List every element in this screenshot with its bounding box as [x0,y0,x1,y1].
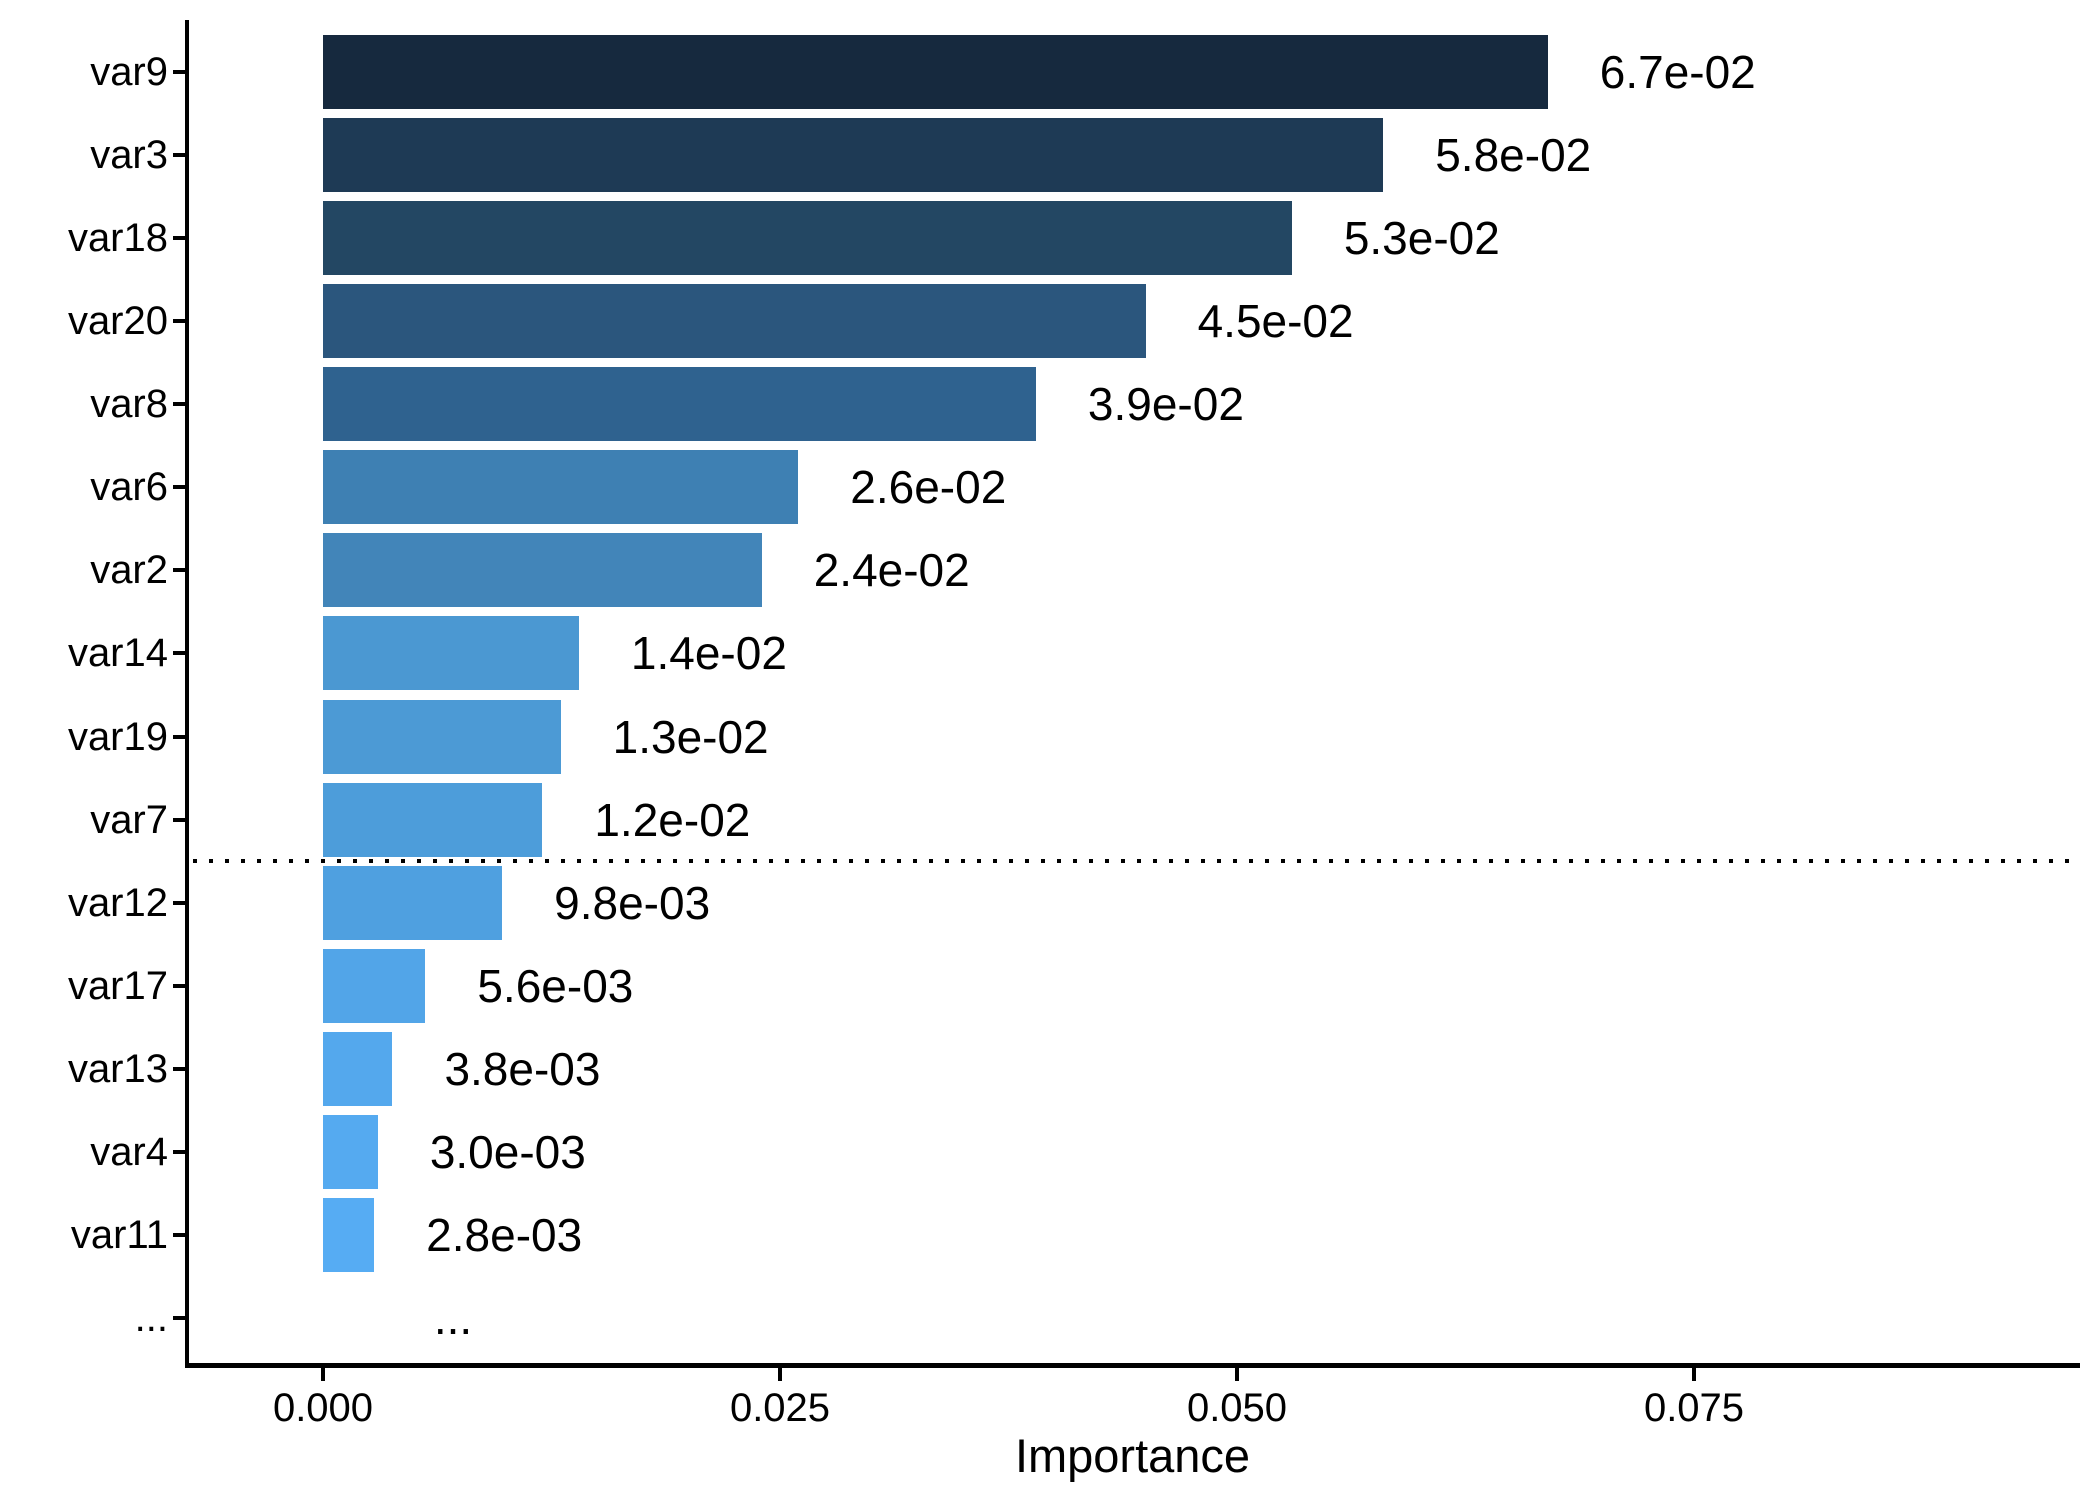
bar [323,1031,393,1106]
x-axis-title: Importance [1014,1429,1251,1482]
x-axis-tick [778,1368,782,1381]
y-axis-line [185,20,189,1368]
y-axis-label: ... [134,1296,168,1341]
y-axis-label: var17 [67,963,168,1008]
y-axis-tick [173,70,187,74]
y-axis-tick [173,236,187,241]
bar-value-label: 2.6e-02 [850,461,1007,514]
bar [323,948,426,1023]
bar [323,533,762,608]
bar-value-label: 1.4e-02 [630,627,787,680]
bar [323,201,1292,276]
y-axis-tick [173,1232,187,1237]
bar [323,699,561,774]
x-axis-tick-label: 0.075 [1643,1386,1745,1430]
y-axis-label: var3 [90,133,168,178]
y-axis-tick [173,1316,187,1321]
y-axis-tick [173,319,187,324]
x-axis-line [185,1363,2080,1368]
bar-value-label: 3.0e-03 [429,1125,586,1178]
bar [323,1197,375,1272]
y-axis-label: var14 [67,631,168,676]
y-axis-label: var7 [90,797,168,842]
cutoff-dotted-line [193,859,2077,864]
bar-value-label: 9.8e-03 [554,876,711,929]
y-axis-tick [173,1149,187,1154]
y-axis-label: var12 [67,880,168,925]
x-axis-tick-label: 0.025 [729,1386,831,1430]
x-axis-tick-label: 0.000 [272,1386,374,1430]
bar [323,616,579,691]
bar [323,367,1036,442]
y-axis-tick [173,402,187,407]
y-axis-tick [173,153,187,158]
bar [323,284,1146,359]
bar [323,118,1384,193]
y-axis-tick [173,983,187,988]
y-axis-label: var13 [67,1046,168,1091]
y-axis-tick [173,1066,187,1071]
bar-value-label: 5.3e-02 [1343,212,1500,265]
bar-value-label: 3.9e-02 [1087,378,1244,431]
x-axis-tick [321,1368,325,1381]
bar [323,865,503,940]
bar-value-label: 2.4e-02 [813,544,970,597]
x-axis-tick-label: 0.050 [1186,1386,1288,1430]
bar-value-label: 2.8e-03 [426,1208,583,1261]
bar-value-label: 3.8e-03 [444,1042,601,1095]
y-axis-tick [173,900,187,905]
y-axis-label: var9 [90,50,168,94]
bar [323,35,1548,109]
y-axis-label: var11 [70,1212,168,1257]
bar [323,782,543,857]
bar-value-label: ... [433,1292,473,1345]
bar-value-label: 1.2e-02 [594,793,751,846]
bar-value-label: 6.7e-02 [1599,46,1756,98]
y-axis-label: var19 [67,714,168,759]
y-axis-label: var8 [90,382,168,427]
bar-value-label: 1.3e-02 [612,710,769,763]
x-axis-tick [1235,1368,1239,1381]
y-axis-tick [173,568,187,573]
bar [323,450,799,525]
y-axis-label: var2 [90,548,168,593]
y-axis-tick [173,485,187,490]
y-axis-tick [173,817,187,822]
y-axis-label: var6 [90,465,168,510]
bar-value-label: 4.5e-02 [1197,295,1354,348]
bar [323,1114,378,1189]
y-axis-label: var4 [90,1129,168,1174]
bar-value-label: 5.8e-02 [1435,129,1592,182]
y-axis-label: var18 [67,216,168,261]
bar-value-label: 5.6e-03 [477,959,634,1012]
x-axis-tick [1692,1368,1696,1381]
y-axis-label: var20 [67,299,168,344]
y-axis-tick [173,651,187,656]
y-axis-tick [173,734,187,739]
